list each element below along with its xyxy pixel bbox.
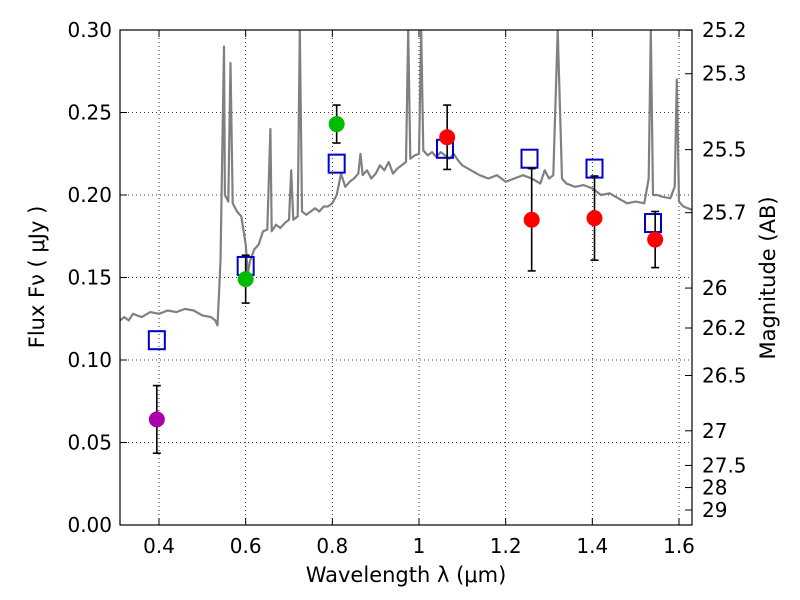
x-tick-label: 0.4 <box>143 534 175 558</box>
right-tick-label: 29 <box>702 498 727 522</box>
y-axis-label: Flux Fν ( μJy ) <box>25 206 49 349</box>
data-point <box>439 129 456 146</box>
spectrum-line <box>120 30 692 327</box>
right-tick-label: 26.5 <box>702 364 747 388</box>
right-tick-label: 25.7 <box>702 201 747 225</box>
y-tick-label: 0.30 <box>67 18 112 42</box>
y-axis-right-label: Magnitude (AB) <box>756 196 780 359</box>
right-tick-label: 25.5 <box>702 138 747 162</box>
tick-layer: 0.4 0.6 0.8 1 1.2 1.4 1.6 0.00 0.05 0.10 0.15 0.20 0… <box>67 18 746 558</box>
right-tick-label: 27.5 <box>702 453 747 477</box>
data-point <box>328 116 345 133</box>
y-tick-label: 0.20 <box>67 183 112 207</box>
model-box-marker <box>147 330 166 351</box>
right-tick-label: 26 <box>702 276 727 300</box>
x-tick-label: 0.6 <box>230 534 262 558</box>
right-tick-label: 25.3 <box>702 62 747 86</box>
x-tick-label: 1 <box>413 534 426 558</box>
data-point <box>586 210 603 227</box>
spectrum-layer <box>120 30 692 327</box>
right-tick-label: 25.2 <box>702 18 747 42</box>
right-tick-label: 26.2 <box>702 316 747 340</box>
data-point <box>647 231 664 248</box>
data-point <box>523 211 540 228</box>
y-tick-label: 0.25 <box>67 101 112 125</box>
data-point <box>148 411 165 428</box>
right-tick-label: 27 <box>702 419 727 443</box>
model-box-marker <box>520 148 539 169</box>
y-tick-label: 0.00 <box>67 513 112 537</box>
y-tick-label: 0.05 <box>67 431 112 455</box>
data-point <box>237 271 254 288</box>
x-axis-label: Wavelength λ (μm) <box>306 563 507 587</box>
x-tick-label: 1.2 <box>490 534 522 558</box>
x-tick-label: 0.8 <box>316 534 348 558</box>
y-tick-label: 0.15 <box>67 266 112 290</box>
x-tick-label: 1.6 <box>663 534 695 558</box>
y-tick-label: 0.10 <box>67 348 112 372</box>
marker-layer <box>147 104 664 455</box>
x-tick-label: 1.4 <box>576 534 608 558</box>
right-tick-label: 28 <box>702 476 727 500</box>
model-box-marker <box>327 153 346 174</box>
